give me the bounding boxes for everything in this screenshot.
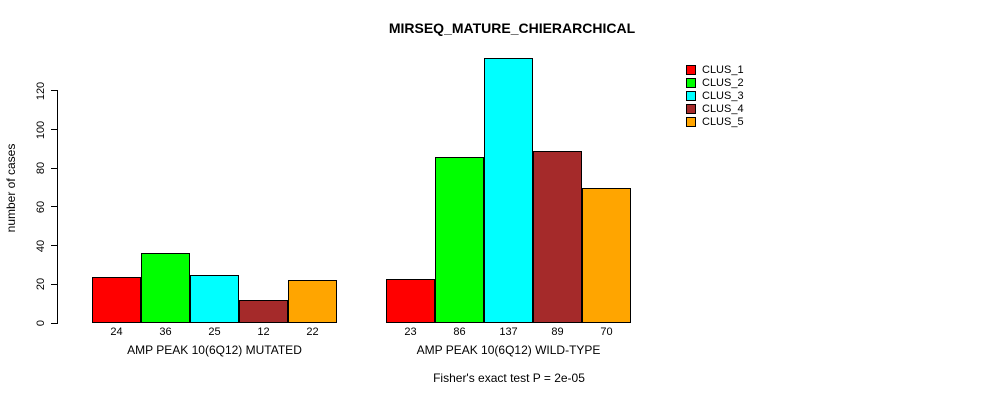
y-axis-tick-label: 100 bbox=[35, 120, 47, 139]
legend-label: CLUS_5 bbox=[702, 115, 744, 128]
bar-value-label: 89 bbox=[551, 326, 564, 338]
bar-value-label: 23 bbox=[404, 326, 417, 338]
y-axis-tick-label: 60 bbox=[35, 200, 47, 214]
legend-label: CLUS_3 bbox=[702, 89, 744, 102]
legend-item: CLUS_4 bbox=[686, 102, 744, 115]
bar bbox=[386, 279, 435, 323]
bar bbox=[484, 58, 533, 323]
y-axis-tick bbox=[51, 245, 58, 247]
y-axis-tick-label: 120 bbox=[35, 81, 47, 101]
y-axis-tick-label: 0 bbox=[35, 319, 47, 327]
y-axis-label: number of cases bbox=[4, 143, 18, 233]
bar bbox=[435, 157, 484, 323]
y-axis-tick bbox=[51, 322, 58, 324]
legend-color-swatch bbox=[686, 64, 696, 75]
legend-label: CLUS_1 bbox=[702, 63, 744, 76]
legend-color-swatch bbox=[686, 103, 696, 114]
bar-value-label: 36 bbox=[159, 326, 172, 338]
y-axis-tick bbox=[51, 167, 58, 169]
chart-title: MIRSEQ_MATURE_CHIERARCHICAL bbox=[388, 20, 636, 36]
bar-value-label: 137 bbox=[499, 326, 518, 338]
bar-value-label: 70 bbox=[600, 326, 613, 338]
bar-value-label: 25 bbox=[208, 326, 221, 338]
y-axis-tick bbox=[51, 90, 58, 92]
y-axis-tick-label: 40 bbox=[35, 239, 47, 252]
legend-color-swatch bbox=[686, 77, 696, 88]
legend-label: CLUS_2 bbox=[702, 76, 744, 89]
legend-item: CLUS_5 bbox=[686, 115, 744, 128]
y-axis-tick-label: 80 bbox=[35, 162, 47, 175]
legend-item: CLUS_2 bbox=[686, 76, 744, 89]
bar-value-label: 22 bbox=[306, 326, 319, 338]
x-group-label: AMP PEAK 10(6Q12) MUTATED bbox=[127, 343, 302, 357]
legend-color-swatch bbox=[686, 116, 696, 127]
bar bbox=[190, 275, 239, 323]
bar bbox=[239, 300, 288, 323]
legend-item: CLUS_1 bbox=[686, 63, 744, 76]
bar bbox=[92, 277, 141, 323]
bar bbox=[582, 188, 631, 323]
y-axis-tick-label: 20 bbox=[35, 278, 47, 291]
bar-value-label: 24 bbox=[110, 326, 123, 338]
bar bbox=[141, 253, 190, 323]
y-axis-tick bbox=[51, 283, 58, 285]
bar-value-label: 12 bbox=[257, 326, 270, 338]
x-group-label: AMP PEAK 10(6Q12) WILD-TYPE bbox=[416, 343, 601, 357]
bar bbox=[533, 151, 582, 323]
y-axis-tick bbox=[51, 129, 58, 131]
fisher-test-note: Fisher's exact test P = 2e-05 bbox=[433, 371, 585, 385]
legend: CLUS_1 CLUS_2 CLUS_3 CLUS_4 CLUS_5 bbox=[686, 63, 744, 128]
bar bbox=[288, 280, 337, 323]
legend-item: CLUS_3 bbox=[686, 89, 744, 102]
legend-label: CLUS_4 bbox=[702, 102, 744, 115]
legend-color-swatch bbox=[686, 90, 696, 101]
y-axis-tick bbox=[51, 206, 58, 208]
bar-value-label: 86 bbox=[453, 326, 466, 338]
